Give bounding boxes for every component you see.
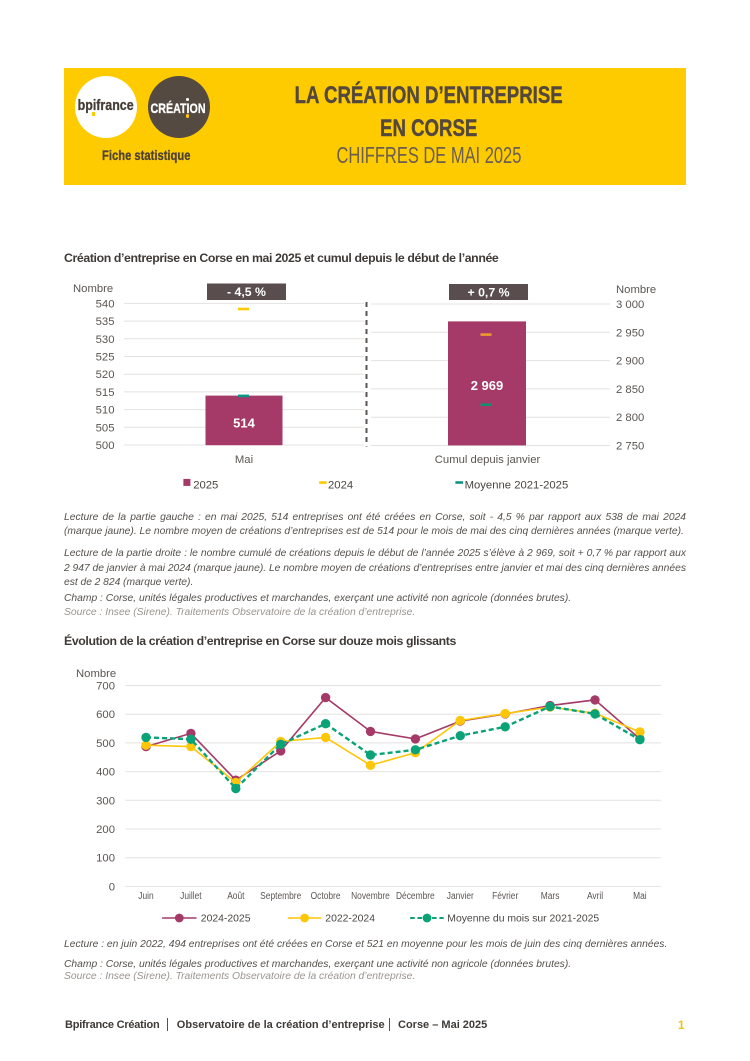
svg-text:2 969: 2 969 xyxy=(471,378,504,393)
svg-text:700: 700 xyxy=(96,681,115,693)
svg-text:100: 100 xyxy=(96,853,115,865)
svg-text:2 850: 2 850 xyxy=(616,384,644,396)
svg-text:Mai: Mai xyxy=(633,890,647,902)
svg-text:Février: Février xyxy=(492,890,518,902)
svg-text:- 4,5 %: - 4,5 % xyxy=(227,285,266,299)
svg-text:505: 505 xyxy=(96,422,115,434)
svg-text:2025: 2025 xyxy=(193,479,218,491)
svg-text:500: 500 xyxy=(96,738,115,750)
svg-text:2 750: 2 750 xyxy=(616,441,644,453)
svg-text:400: 400 xyxy=(96,767,115,779)
svg-text:300: 300 xyxy=(96,795,115,807)
svg-text:Septembre: Septembre xyxy=(260,890,301,902)
svg-text:510: 510 xyxy=(96,405,115,417)
svg-text:Août: Août xyxy=(227,890,245,902)
svg-text:514: 514 xyxy=(233,416,255,431)
svg-text:2 900: 2 900 xyxy=(616,356,644,368)
svg-text:525: 525 xyxy=(96,352,115,364)
svg-text:2024: 2024 xyxy=(328,479,353,491)
svg-text:Décembre: Décembre xyxy=(396,890,435,902)
svg-text:Nombre: Nombre xyxy=(616,284,656,296)
svg-text:3 000: 3 000 xyxy=(616,299,644,311)
svg-text:500: 500 xyxy=(96,440,115,452)
svg-text:2022-2024: 2022-2024 xyxy=(325,914,375,925)
svg-text:Cumul depuis janvier: Cumul depuis janvier xyxy=(435,454,541,466)
svg-text:Moyenne du mois sur 2021-2025: Moyenne du mois sur 2021-2025 xyxy=(447,914,599,925)
svg-text:2 950: 2 950 xyxy=(616,327,644,339)
svg-text:600: 600 xyxy=(96,709,115,721)
svg-text:Mars: Mars xyxy=(541,890,560,902)
svg-text:Nombre: Nombre xyxy=(76,668,116,680)
svg-text:Octobre: Octobre xyxy=(311,890,341,902)
svg-text:Mai: Mai xyxy=(235,454,253,466)
svg-text:200: 200 xyxy=(96,824,115,836)
svg-text:Juin: Juin xyxy=(138,890,153,902)
svg-text:Moyenne 2021-2025: Moyenne 2021-2025 xyxy=(465,479,569,491)
svg-text:535: 535 xyxy=(96,316,115,328)
svg-text:Nombre: Nombre xyxy=(73,283,113,295)
svg-text:515: 515 xyxy=(96,387,115,399)
svg-text:Novembre: Novembre xyxy=(351,890,390,902)
svg-text:520: 520 xyxy=(96,369,115,381)
svg-text:+ 0,7 %: + 0,7 % xyxy=(467,286,509,300)
svg-text:Avril: Avril xyxy=(587,890,603,902)
svg-text:530: 530 xyxy=(96,334,115,346)
svg-text:540: 540 xyxy=(96,298,115,310)
svg-text:2 800: 2 800 xyxy=(616,412,644,424)
svg-text:0: 0 xyxy=(109,881,115,893)
svg-text:Juillet: Juillet xyxy=(180,890,202,902)
svg-text:Janvier: Janvier xyxy=(447,890,474,902)
svg-text:2024-2025: 2024-2025 xyxy=(201,914,251,925)
